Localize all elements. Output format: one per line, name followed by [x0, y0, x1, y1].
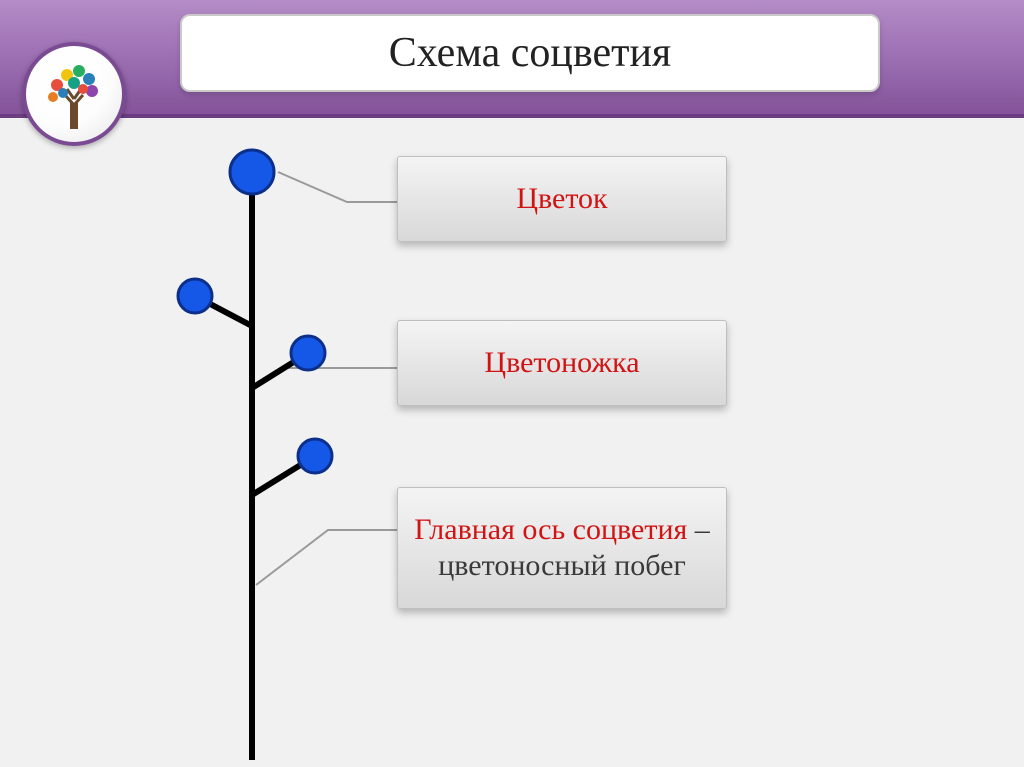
- connector-flower: [278, 172, 397, 202]
- label-pedicel: Цветоножка: [397, 320, 727, 406]
- flower-top: [230, 150, 274, 194]
- flower-1: [178, 279, 212, 313]
- label-pedicel-red: Цветоножка: [484, 346, 639, 379]
- flower-3: [298, 439, 332, 473]
- connector-main-axis: [256, 530, 397, 585]
- label-main-axis: Главная ось соцветия – цветоносный побег: [397, 487, 727, 609]
- label-main-axis-red: Главная ось соцветия: [414, 513, 687, 546]
- flower-2: [291, 336, 325, 370]
- label-flower-red: Цветок: [516, 182, 607, 215]
- label-flower: Цветок: [397, 156, 727, 242]
